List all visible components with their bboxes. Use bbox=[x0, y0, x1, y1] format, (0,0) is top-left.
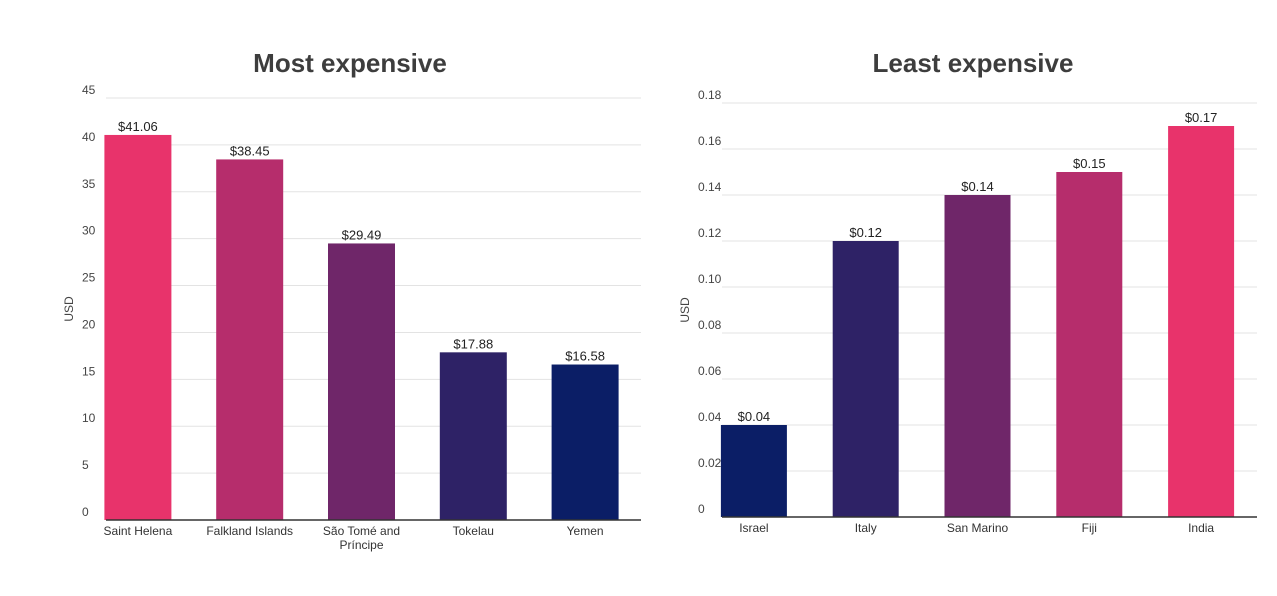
bar bbox=[551, 364, 619, 520]
bar bbox=[104, 134, 172, 521]
x-tick-label: Israel bbox=[739, 521, 768, 535]
chart-title: Most expensive bbox=[253, 48, 447, 78]
x-tick-label: Fiji bbox=[1082, 521, 1097, 535]
y-tick-label: 0 bbox=[82, 505, 89, 519]
y-tick-label: 35 bbox=[82, 177, 96, 191]
data-label: $29.49 bbox=[342, 227, 382, 242]
y-tick-label: 0.18 bbox=[698, 88, 722, 102]
bar bbox=[720, 425, 787, 517]
bar bbox=[1056, 172, 1123, 517]
y-tick-label: 20 bbox=[82, 317, 96, 331]
y-tick-label: 0.16 bbox=[698, 134, 722, 148]
bar bbox=[328, 243, 395, 520]
bar bbox=[832, 241, 899, 517]
x-tick-label: Saint Helena bbox=[104, 524, 173, 538]
y-tick-label: 0.14 bbox=[698, 180, 722, 194]
bar bbox=[216, 159, 284, 520]
x-tick-label: Príncipe bbox=[339, 538, 383, 552]
x-tick-label: Italy bbox=[855, 521, 877, 535]
data-label: $0.15 bbox=[1073, 156, 1106, 171]
bar bbox=[439, 352, 507, 520]
y-tick-label: 40 bbox=[82, 130, 96, 144]
y-tick-label: 0.04 bbox=[698, 410, 722, 424]
x-tick-label: San Marino bbox=[947, 521, 1009, 535]
y-tick-label: 0.02 bbox=[698, 456, 722, 470]
x-tick-label: Yemen bbox=[567, 524, 604, 538]
data-label: $0.14 bbox=[961, 179, 994, 194]
chart-title: Least expensive bbox=[873, 48, 1074, 78]
y-tick-label: 5 bbox=[82, 458, 89, 472]
y-tick-label: 15 bbox=[82, 364, 96, 378]
least-expensive-chart: Least expensive 0 0.02 0.04 0.06 0.08 0.10 0.12… bbox=[678, 48, 1257, 535]
y-tick-label: 0.08 bbox=[698, 318, 722, 332]
bar bbox=[1168, 126, 1235, 517]
x-tick-label: São Tomé and bbox=[323, 524, 400, 538]
data-label: $0.17 bbox=[1185, 110, 1218, 125]
x-tick-label: Tokelau bbox=[453, 524, 494, 538]
y-tick-label: 25 bbox=[82, 271, 96, 285]
y-tick-label: 10 bbox=[82, 411, 96, 425]
data-label: $0.04 bbox=[738, 409, 771, 424]
y-tick-label: 0.06 bbox=[698, 364, 722, 378]
x-tick-label: Falkland Islands bbox=[206, 524, 293, 538]
x-tick-label: India bbox=[1188, 521, 1214, 535]
y-tick-label: 0.12 bbox=[698, 226, 722, 240]
data-label: $41.06 bbox=[118, 119, 158, 134]
y-axis-label: USD bbox=[678, 297, 692, 323]
data-label: $0.12 bbox=[849, 225, 882, 240]
data-label: $38.45 bbox=[230, 143, 270, 158]
y-tick-label: 45 bbox=[82, 83, 96, 97]
y-axis-label: USD bbox=[62, 296, 76, 322]
bar bbox=[944, 195, 1011, 517]
y-tick-label: 0.10 bbox=[698, 272, 722, 286]
y-tick-label: 30 bbox=[82, 224, 96, 238]
most-expensive-chart: Most expensive 0 5 10 15 20 25 30 35 40 45 USD $41.0… bbox=[62, 48, 641, 552]
y-tick-label: 0 bbox=[698, 502, 705, 516]
data-label: $16.58 bbox=[565, 349, 605, 364]
data-label: $17.88 bbox=[453, 336, 493, 351]
